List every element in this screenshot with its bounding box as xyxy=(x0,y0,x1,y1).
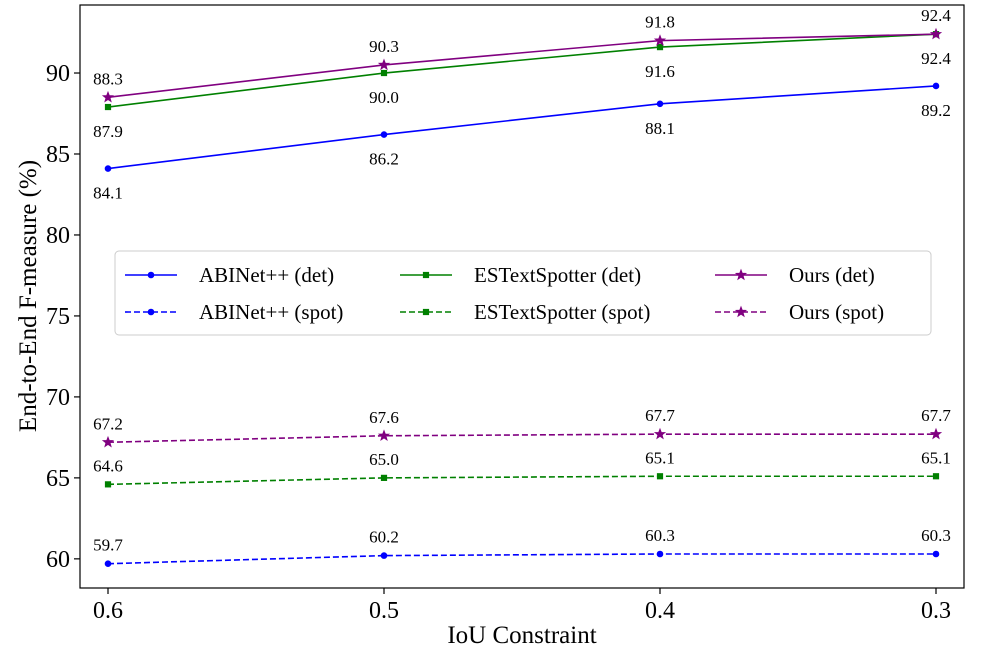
y-tick-label: 70 xyxy=(46,385,70,411)
data-label: 87.9 xyxy=(93,122,123,141)
data-label: 67.6 xyxy=(369,408,399,427)
data-label: 90.0 xyxy=(369,88,399,107)
data-point xyxy=(653,34,667,46)
legend-entry: Ours (det) xyxy=(715,263,875,287)
data-point xyxy=(653,427,667,440)
data-point xyxy=(104,481,112,488)
data-label: 65.1 xyxy=(921,448,951,467)
data-point xyxy=(104,560,112,568)
data-point xyxy=(929,427,943,440)
legend-entry: ESTextSpotter (spot) xyxy=(400,300,650,324)
series-ours-spot xyxy=(101,427,943,448)
legend-marker xyxy=(422,271,430,279)
series-line xyxy=(107,33,937,99)
data-point xyxy=(380,474,388,481)
data-label: 88.3 xyxy=(93,69,123,88)
y-axis-label: End-to-End F-measure (%) xyxy=(15,160,42,432)
legend-entry: Ours (spot) xyxy=(715,300,884,324)
x-axis-label: IoU Constraint xyxy=(447,622,596,649)
legend-label: ABINet++ (spot) xyxy=(199,300,343,324)
data-point xyxy=(380,131,388,138)
legend-marker xyxy=(147,308,155,316)
data-label: 60.3 xyxy=(921,526,951,545)
data-point xyxy=(104,165,112,172)
data-point xyxy=(104,103,112,111)
data-label: 60.3 xyxy=(645,526,675,545)
series-estextspotter-spot xyxy=(104,473,940,488)
data-label: 67.7 xyxy=(645,406,675,425)
series-line xyxy=(107,475,936,486)
data-point xyxy=(932,550,940,558)
legend-label: ESTextSpotter (spot) xyxy=(474,300,650,324)
legend-marker xyxy=(734,305,748,318)
data-label: 65.1 xyxy=(645,448,675,467)
legend-label: Ours (spot) xyxy=(789,300,884,324)
plot-frame xyxy=(79,4,965,589)
data-point xyxy=(377,429,391,441)
series-abinet-spot xyxy=(104,550,940,568)
data-label: 59.7 xyxy=(93,536,123,555)
data-point xyxy=(932,473,940,480)
data-point xyxy=(656,473,664,480)
data-point xyxy=(377,58,391,71)
data-point xyxy=(929,27,943,40)
legend-entry: ABINet++ (spot) xyxy=(125,300,343,324)
data-point xyxy=(656,100,664,108)
x-tick-label: 0.6 xyxy=(93,598,123,624)
data-label: 89.2 xyxy=(921,101,951,120)
y-tick-label: 75 xyxy=(46,304,70,330)
data-point xyxy=(380,69,388,77)
data-label: 91.8 xyxy=(645,13,675,32)
data-label: 60.2 xyxy=(369,528,399,547)
y-tick-label: 80 xyxy=(46,223,70,249)
data-label: 64.6 xyxy=(93,456,123,475)
data-label: 65.0 xyxy=(369,450,399,469)
data-label: 84.1 xyxy=(93,184,123,203)
legend-marker xyxy=(147,271,155,279)
series-line xyxy=(107,433,936,444)
legend-label: ABINet++ (det) xyxy=(199,263,334,287)
data-label: 91.6 xyxy=(645,62,675,81)
y-tick-label: 60 xyxy=(46,547,70,573)
legend-label: ESTextSpotter (det) xyxy=(474,263,641,287)
data-label: 67.2 xyxy=(93,414,123,433)
series-abinet-det xyxy=(104,82,940,172)
data-point xyxy=(656,44,664,51)
data-label: 67.7 xyxy=(921,406,951,425)
x-tick-label: 0.3 xyxy=(921,598,951,624)
x-tick-label: 0.4 xyxy=(645,598,675,624)
data-label: 90.3 xyxy=(369,37,399,56)
series-line xyxy=(107,553,936,565)
data-point xyxy=(101,90,115,103)
series-line xyxy=(107,33,937,108)
legend-marker xyxy=(422,308,430,316)
data-label: 86.2 xyxy=(369,150,399,169)
data-point xyxy=(932,82,940,90)
x-tick-label: 0.5 xyxy=(369,598,399,624)
data-label: 92.4 xyxy=(921,6,951,25)
legend-entry: ESTextSpotter (det) xyxy=(400,263,641,287)
legend-label: Ours (det) xyxy=(789,263,875,287)
legend-marker xyxy=(734,268,748,281)
series-ours-det xyxy=(101,27,943,103)
y-tick-label: 65 xyxy=(46,466,70,492)
series-estextspotter-det xyxy=(104,31,940,111)
data-point xyxy=(101,435,115,448)
y-tick-label: 90 xyxy=(46,61,70,87)
data-point xyxy=(380,552,388,559)
y-tick-label: 85 xyxy=(46,142,70,168)
data-label: 92.4 xyxy=(921,49,951,68)
legend-box xyxy=(114,250,932,336)
data-point xyxy=(656,550,664,558)
series-line xyxy=(107,85,937,170)
data-label: 88.1 xyxy=(645,119,675,138)
legend-entry: ABINet++ (det) xyxy=(125,263,334,287)
legend: ABINet++ (det) ESTextSpotter (det) Ours (d… xyxy=(114,250,932,336)
